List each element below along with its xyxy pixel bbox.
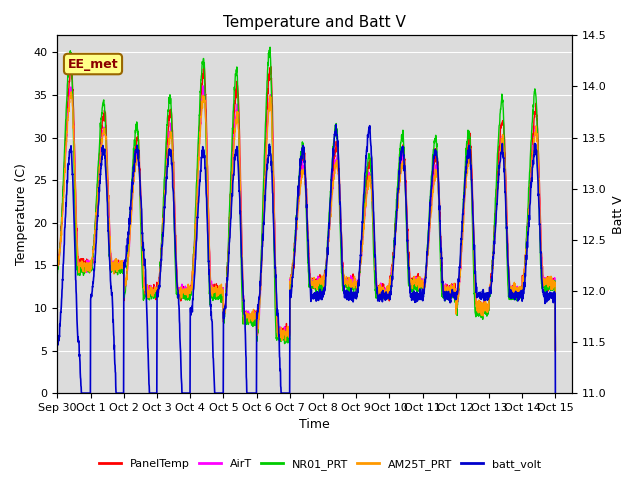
NR01_PRT: [266, 44, 274, 50]
Y-axis label: Batt V: Batt V: [612, 195, 625, 234]
PanelTemp: [522, 252, 529, 258]
Line: AirT: AirT: [58, 86, 556, 350]
batt_volt: [508, 292, 516, 298]
batt_volt: [77, 390, 85, 396]
batt_volt: [54, 339, 61, 345]
PanelTemp: [193, 202, 200, 207]
AM25T_PRT: [522, 265, 529, 271]
Line: batt_volt: batt_volt: [58, 124, 556, 393]
NR01_PRT: [552, 348, 559, 353]
NR01_PRT: [522, 254, 529, 260]
NR01_PRT: [332, 122, 339, 128]
AirT: [321, 273, 328, 278]
AM25T_PRT: [451, 296, 459, 301]
PanelTemp: [321, 271, 328, 276]
AM25T_PRT: [321, 276, 328, 282]
batt_volt: [193, 238, 200, 243]
AirT: [54, 256, 61, 262]
AM25T_PRT: [332, 165, 339, 170]
NR01_PRT: [321, 279, 328, 285]
NR01_PRT: [54, 270, 61, 276]
AM25T_PRT: [54, 262, 61, 268]
batt_volt: [332, 129, 339, 134]
PanelTemp: [451, 280, 459, 286]
PanelTemp: [552, 348, 559, 353]
Y-axis label: Temperature (C): Temperature (C): [15, 163, 28, 265]
Text: EE_met: EE_met: [68, 58, 118, 71]
PanelTemp: [332, 147, 339, 153]
Title: Temperature and Batt V: Temperature and Batt V: [223, 15, 406, 30]
AM25T_PRT: [552, 348, 559, 353]
AM25T_PRT: [193, 205, 200, 211]
AirT: [451, 293, 459, 299]
Line: PanelTemp: PanelTemp: [58, 65, 556, 350]
NR01_PRT: [508, 294, 515, 300]
AirT: [199, 83, 207, 89]
PanelTemp: [508, 291, 515, 297]
AM25T_PRT: [508, 287, 515, 292]
AirT: [522, 262, 529, 268]
batt_volt: [321, 288, 328, 294]
NR01_PRT: [193, 185, 200, 191]
AirT: [193, 210, 200, 216]
Line: NR01_PRT: NR01_PRT: [58, 47, 556, 350]
Line: AM25T_PRT: AM25T_PRT: [58, 92, 556, 350]
batt_volt: [451, 294, 459, 300]
AirT: [332, 163, 339, 169]
PanelTemp: [200, 62, 208, 68]
PanelTemp: [54, 256, 61, 262]
X-axis label: Time: Time: [300, 419, 330, 432]
batt_volt: [522, 266, 529, 272]
batt_volt: [552, 390, 559, 396]
NR01_PRT: [451, 299, 459, 305]
AirT: [552, 348, 559, 353]
AM25T_PRT: [67, 89, 75, 95]
batt_volt: [332, 121, 340, 127]
AirT: [508, 288, 515, 294]
Legend: PanelTemp, AirT, NR01_PRT, AM25T_PRT, batt_volt: PanelTemp, AirT, NR01_PRT, AM25T_PRT, ba…: [94, 455, 546, 474]
